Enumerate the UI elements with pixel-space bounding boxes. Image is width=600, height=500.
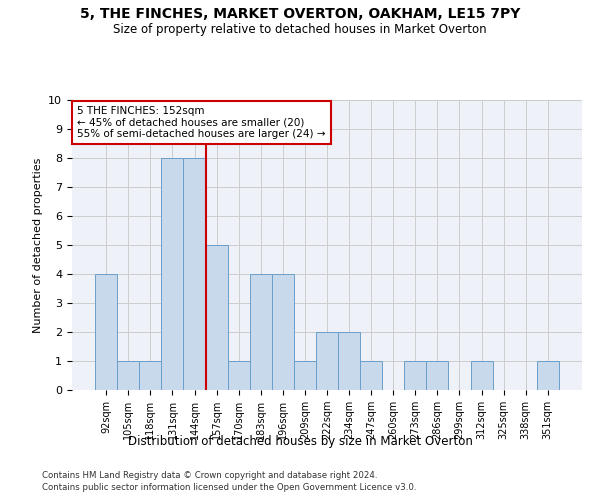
Text: Size of property relative to detached houses in Market Overton: Size of property relative to detached ho… xyxy=(113,22,487,36)
Bar xyxy=(139,361,161,390)
Bar xyxy=(338,332,360,390)
Text: Distribution of detached houses by size in Market Overton: Distribution of detached houses by size … xyxy=(128,435,472,448)
Bar xyxy=(250,274,272,390)
Y-axis label: Number of detached properties: Number of detached properties xyxy=(33,158,43,332)
Bar xyxy=(184,158,206,390)
Bar xyxy=(272,274,294,390)
Bar xyxy=(470,361,493,390)
Text: Contains public sector information licensed under the Open Government Licence v3: Contains public sector information licen… xyxy=(42,484,416,492)
Bar xyxy=(227,361,250,390)
Bar xyxy=(206,245,227,390)
Text: 5 THE FINCHES: 152sqm
← 45% of detached houses are smaller (20)
55% of semi-deta: 5 THE FINCHES: 152sqm ← 45% of detached … xyxy=(77,106,326,139)
Bar xyxy=(294,361,316,390)
Bar xyxy=(117,361,139,390)
Bar xyxy=(95,274,117,390)
Bar xyxy=(316,332,338,390)
Text: 5, THE FINCHES, MARKET OVERTON, OAKHAM, LE15 7PY: 5, THE FINCHES, MARKET OVERTON, OAKHAM, … xyxy=(80,8,520,22)
Bar xyxy=(427,361,448,390)
Bar xyxy=(404,361,427,390)
Text: Contains HM Land Registry data © Crown copyright and database right 2024.: Contains HM Land Registry data © Crown c… xyxy=(42,471,377,480)
Bar xyxy=(537,361,559,390)
Bar xyxy=(161,158,184,390)
Bar xyxy=(360,361,382,390)
